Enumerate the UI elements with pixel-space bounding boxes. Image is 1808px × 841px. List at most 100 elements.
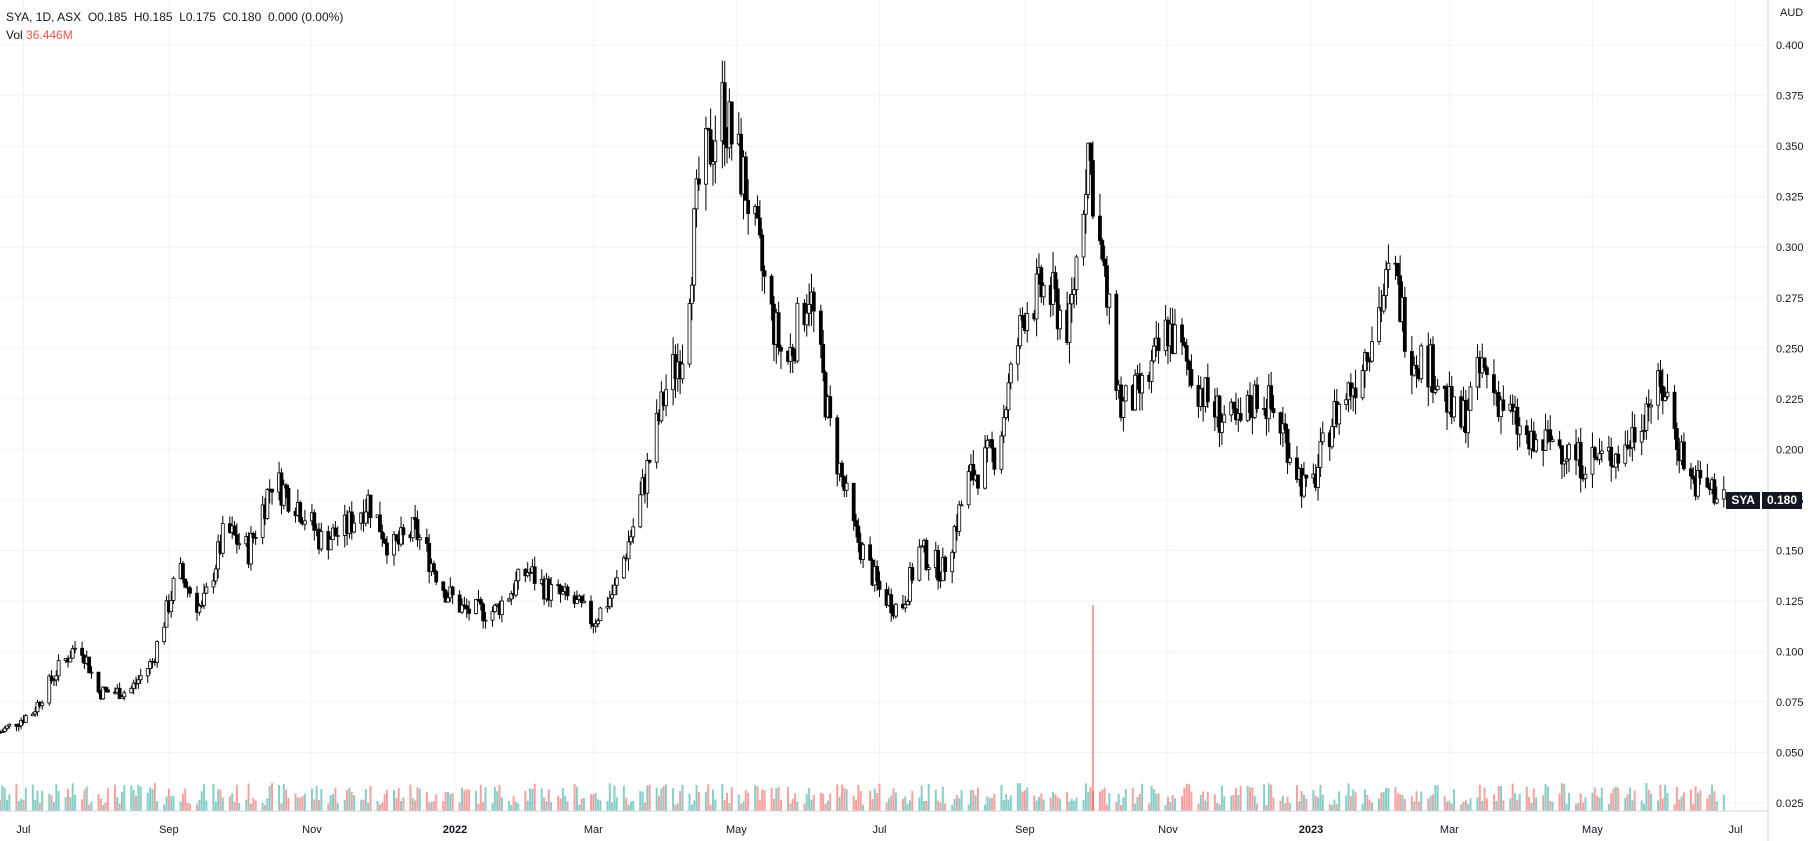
candle-body (52, 679, 56, 682)
volume-bar (1481, 800, 1484, 811)
volume-bar (862, 804, 865, 811)
candle-body (729, 101, 734, 145)
candle-body (441, 581, 446, 591)
volume-bar (810, 799, 813, 811)
candle-body (755, 206, 760, 219)
candle-body (1691, 475, 1696, 480)
candle-body (103, 686, 108, 691)
volume-bar (1511, 783, 1514, 811)
volume-bar (400, 801, 403, 811)
volume-bar (951, 804, 954, 811)
volume-bar (181, 793, 184, 811)
volume-bar (1415, 791, 1418, 811)
volume-bar (908, 800, 911, 811)
candle-body (460, 604, 464, 613)
candle-body (363, 511, 368, 524)
candle-body (943, 556, 948, 572)
volume-bar (264, 804, 267, 811)
volume-bar (991, 798, 994, 811)
candle-body (1517, 425, 1522, 435)
candle-body (1442, 385, 1447, 389)
volume-bar (360, 799, 363, 811)
volume-bar (1464, 800, 1467, 811)
candle-body (1008, 363, 1013, 384)
candle-body (575, 599, 579, 604)
candle-body (1304, 474, 1309, 479)
candle-body (1492, 374, 1496, 394)
volume-bar (1141, 783, 1144, 811)
volume-bar (1059, 798, 1062, 811)
volume-bar (1216, 802, 1219, 811)
candle-body (966, 471, 971, 506)
candle-body (589, 600, 593, 625)
volume-bar (859, 790, 862, 811)
candle-body (1384, 269, 1388, 296)
candle-body (129, 687, 134, 694)
volume-bar (296, 797, 299, 811)
candle-body (1550, 439, 1555, 442)
volume-bar (660, 788, 663, 811)
volume-bar (1715, 801, 1718, 811)
volume-bar (428, 802, 431, 811)
volume-bar (411, 798, 414, 811)
candle-body (35, 701, 40, 713)
candle-body (1721, 489, 1726, 500)
candle-body (1660, 385, 1665, 402)
volume-bar (36, 790, 39, 811)
candle-body (394, 534, 399, 541)
candle-body (117, 687, 122, 700)
candle-body (1592, 447, 1597, 458)
candle-body (626, 541, 631, 560)
candle-body (1053, 272, 1058, 290)
volume-bar (90, 801, 93, 811)
volume-bar (904, 796, 907, 811)
candle-body (854, 520, 858, 527)
volume-bar (681, 785, 684, 811)
volume-bar (1223, 796, 1226, 811)
candle-body (1363, 352, 1367, 371)
volume-bar (1467, 803, 1470, 811)
price-axis[interactable]: AUD 0.400 0.375 0.350 0.325 0.300 0.275 0.250 0.… (1767, 0, 1804, 841)
candlesticks (0, 60, 1726, 734)
volume-bar (1321, 794, 1324, 811)
volume-bar (1075, 797, 1078, 811)
candle-body (1583, 473, 1588, 480)
candle-body (985, 439, 990, 449)
volume-bar (1692, 803, 1695, 811)
volume-bar (726, 792, 729, 811)
volume-bar (1495, 800, 1498, 811)
volume-bar (496, 791, 499, 811)
volume-bar (1680, 796, 1683, 811)
candle-body (382, 538, 387, 544)
volume-bar (1267, 783, 1270, 811)
candle-body (1698, 470, 1703, 479)
candle-body (598, 607, 603, 622)
volume-bar (1593, 787, 1596, 811)
volume-bar (247, 783, 250, 811)
volume-bar (873, 788, 876, 811)
volume-bar (892, 788, 895, 811)
volume-bar (625, 797, 628, 811)
volume-bar (1237, 794, 1240, 811)
volume-bar (24, 787, 27, 811)
time-axis[interactable]: Jul Sep Nov 2022 Mar May Jul Sep Nov 2023 Mar May Ju… (0, 810, 1768, 836)
volume-bar (369, 785, 372, 811)
volume-bar (540, 788, 543, 811)
candle-body (757, 217, 762, 236)
volume-bar (744, 790, 747, 811)
candle-body (1433, 389, 1438, 393)
volume-bar (1300, 791, 1303, 811)
candle-body (1255, 384, 1259, 409)
candle-body (7, 723, 12, 727)
volume-bar (1152, 789, 1155, 811)
candle-body (861, 544, 865, 560)
volume-bar (1185, 783, 1188, 811)
candle-body (481, 603, 486, 622)
volume-bar (6, 799, 9, 811)
volume-bar (463, 790, 466, 811)
candle-body (319, 531, 324, 550)
y-tick-label: 0.075 (1776, 697, 1804, 709)
volume-bar (756, 786, 759, 811)
